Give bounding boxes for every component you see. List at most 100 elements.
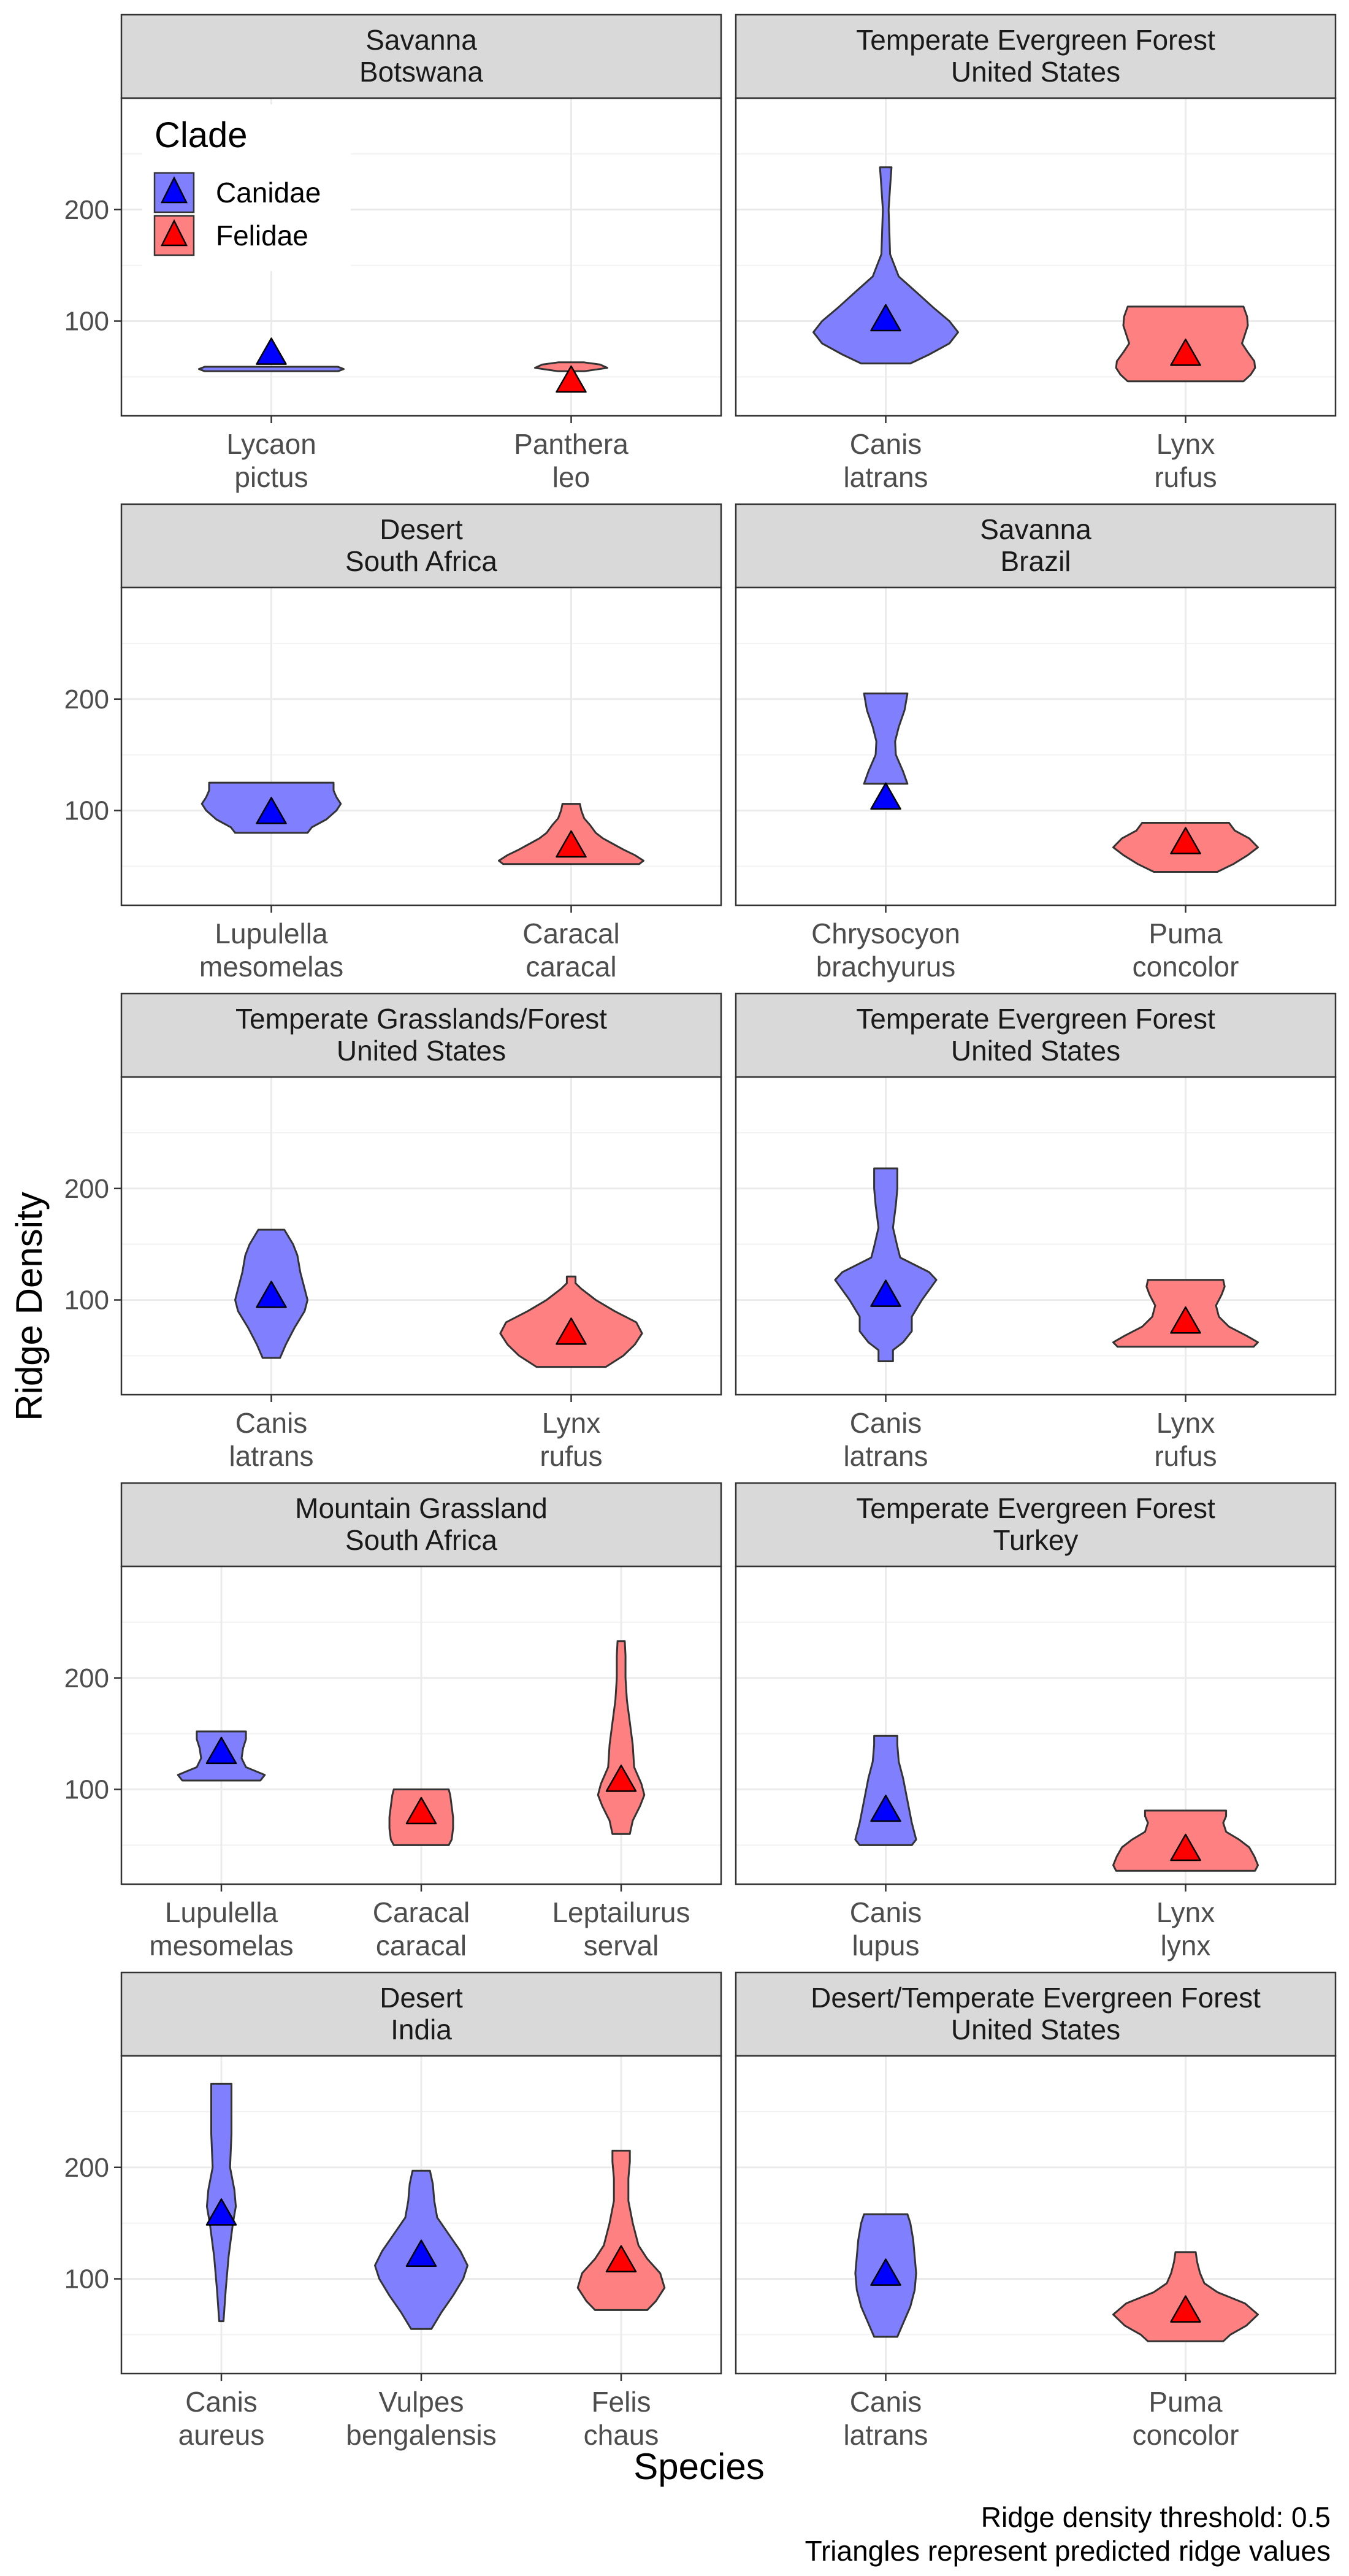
predicted-triangle-caracal-caracal: [556, 830, 587, 858]
strip-label: Temperate Grasslands/Forest: [235, 1003, 607, 1035]
plot-background: [736, 1566, 1336, 1884]
x-tick-label: Canis: [850, 1896, 922, 1928]
predicted-triangle-panthera-leo: [556, 365, 587, 393]
x-tick-label: rufus: [540, 1440, 602, 1472]
x-tick-label: Panthera: [514, 428, 629, 460]
predicted-triangle-lupulella-mesomelas: [256, 797, 287, 824]
legend-entry-canidae: Canidae: [153, 172, 321, 213]
strip-label: Botswana: [359, 56, 483, 88]
strip-label: Turkey: [993, 1524, 1079, 1556]
panel-border: [120, 1076, 722, 1396]
violin-canis-lupus: [854, 1735, 917, 1846]
strip-label: Temperate Evergreen Forest: [856, 24, 1215, 56]
caption-triangles: Triangles represent predicted ridge valu…: [805, 2535, 1331, 2567]
y-tick-label: 200: [64, 2153, 109, 2183]
x-tick-label: Chrysocyon: [811, 918, 960, 949]
strip-label: United States: [951, 1035, 1120, 1067]
predicted-triangle-chrysocyon-brachyurus: [870, 782, 901, 810]
strip-label: Mountain Grassland: [295, 1492, 548, 1524]
legend-label-canidae: Canidae: [216, 177, 321, 209]
violin-felis-chaus: [576, 2150, 666, 2311]
strip-label: United States: [951, 56, 1120, 88]
strip-header: [735, 13, 1337, 99]
legend-triangle-felidae: [160, 219, 188, 247]
strip-label: India: [391, 2014, 452, 2045]
predicted-triangle-lynx-rufus: [1170, 1306, 1201, 1334]
y-tick-label: 100: [64, 2264, 109, 2294]
strip-label: Desert/Temperate Evergreen Forest: [811, 1982, 1261, 2014]
x-tick-label: Canis: [850, 2386, 922, 2418]
predicted-triangle-puma-concolor: [1170, 2295, 1201, 2323]
x-tick-label: Lynx: [542, 1407, 600, 1439]
strip-header: [735, 1482, 1337, 1568]
strip-label: Temperate Evergreen Forest: [856, 1003, 1215, 1035]
x-tick-label: Caracal: [373, 1896, 470, 1928]
legend: Clade Canidae Felidae: [142, 104, 351, 271]
strip-label: South Africa: [345, 1524, 497, 1556]
violin-chrysocyon-brachyurus: [863, 692, 909, 785]
strip-header: [735, 503, 1337, 589]
x-tick-label: Canis: [235, 1407, 308, 1439]
predicted-triangle-lupulella-mesomelas: [205, 1736, 237, 1765]
predicted-triangle-lycaon-pictus: [256, 337, 287, 365]
strip-label: United States: [337, 1035, 506, 1067]
strip-label: United States: [951, 2014, 1120, 2045]
predicted-triangle-felis-chaus: [605, 2245, 637, 2273]
y-tick-label: 200: [64, 684, 109, 715]
y-tick-label: 200: [64, 1663, 109, 1693]
y-tick-label: 200: [64, 195, 109, 225]
x-tick-label: Puma: [1148, 2386, 1223, 2418]
x-tick-label: mesomelas: [149, 1930, 293, 1961]
legend-label-felidae: Felidae: [216, 220, 308, 251]
legend-entry-felidae: Felidae: [153, 215, 308, 256]
x-tick-label: Felis: [591, 2386, 651, 2418]
x-tick-label: mesomelas: [199, 951, 343, 983]
plot-background: [736, 588, 1336, 905]
x-tick-label: latrans: [843, 461, 928, 493]
strip-header: [120, 992, 722, 1078]
x-tick-label: Vulpes: [379, 2386, 464, 2418]
strip-label: Savanna: [980, 513, 1091, 545]
predicted-triangle-canis-aureus: [205, 2198, 237, 2226]
panel-border: [120, 586, 722, 907]
predicted-triangle-canis-lupus: [870, 1795, 901, 1822]
y-axis-title: Ridge Density: [9, 1192, 50, 1421]
x-tick-label: latrans: [843, 1440, 928, 1472]
predicted-triangle-leptailurus-serval: [605, 1765, 637, 1792]
y-tick-label: 100: [64, 307, 109, 337]
predicted-triangle-puma-concolor: [1170, 827, 1201, 854]
x-tick-label: caracal: [525, 951, 616, 983]
predicted-triangle-canis-latrans: [870, 2258, 901, 2286]
strip-label: Desert: [380, 513, 463, 545]
y-tick-label: 100: [64, 1286, 109, 1316]
predicted-triangle-caracal-caracal: [405, 1796, 437, 1825]
panel-border: [120, 97, 722, 417]
x-tick-label: rufus: [1154, 461, 1217, 493]
x-tick-label: leo: [552, 461, 590, 493]
strip-label: Temperate Evergreen Forest: [856, 1492, 1215, 1524]
x-tick-label: Caracal: [522, 918, 620, 949]
strip-label: South Africa: [345, 545, 497, 577]
panel-border: [735, 1565, 1337, 1885]
predicted-triangle-canis-latrans: [870, 304, 901, 332]
predicted-triangle-lynx-rufus: [1170, 339, 1201, 366]
y-tick-label: 100: [64, 1775, 109, 1805]
caption-threshold: Ridge density threshold: 0.5: [981, 2501, 1331, 2533]
panel-border: [735, 2055, 1337, 2375]
panel-10: Desert/Temperate Evergreen ForestUnited …: [735, 1971, 1337, 2451]
strip-header: [735, 1971, 1337, 2057]
violin-canis-latrans: [812, 166, 959, 365]
panel-border: [735, 1076, 1337, 1396]
x-tick-label: Canis: [850, 428, 922, 460]
legend-title: Clade: [155, 115, 248, 155]
panel-border: [735, 97, 1337, 417]
x-tick-label: serval: [584, 1930, 659, 1961]
predicted-triangle-canis-latrans: [256, 1281, 287, 1308]
x-tick-label: rufus: [1154, 1440, 1217, 1472]
x-tick-label: bengalensis: [346, 2419, 497, 2451]
